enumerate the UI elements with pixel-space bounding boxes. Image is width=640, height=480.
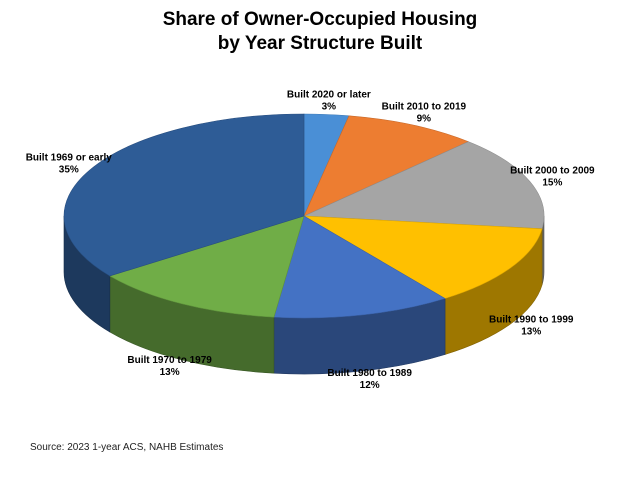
pie-slice-built-2010-to-2019: [303, 115, 470, 217]
slice-value-built-2020-or-later: 3%: [322, 102, 337, 113]
pie-slice-built-1969-or-early: [63, 113, 305, 277]
slice-label-built-1970-to-1979: Built 1970 to 1979: [127, 355, 212, 366]
pie-slice-built-1970-to-1979: [109, 215, 305, 318]
slice-value-built-1990-to-1999: 13%: [521, 326, 541, 337]
chart-title: Share of Owner-Occupied Housing by Year …: [0, 8, 640, 56]
slice-value-built-1980-to-1989: 12%: [360, 380, 380, 391]
slice-label-built-2000-to-2009: Built 2000 to 2009: [510, 166, 595, 177]
pie-slice-built-2000-to-2009: [303, 141, 545, 230]
chart-title-line-2: by Year Structure Built: [217, 33, 423, 54]
slice-label-built-1980-to-1989: Built 1980 to 1989: [327, 368, 412, 379]
slice-value-built-1969-or-early: 35%: [59, 164, 79, 175]
pie-slice-built-1980-to-1989: [273, 215, 446, 319]
slice-label-built-2010-to-2019: Built 2010 to 2019: [382, 102, 467, 113]
source-note: Source: 2023 1-year ACS, NAHB Estimates: [30, 442, 224, 453]
pie-slices: [63, 113, 545, 319]
slice-label-built-1969-or-early: Built 1969 or early: [26, 152, 113, 163]
chart-title-line-1: Share of Owner-Occupied Housing: [162, 9, 478, 30]
slice-value-built-1970-to-1979: 13%: [160, 367, 180, 378]
slice-value-built-2010-to-2019: 9%: [417, 114, 432, 125]
slice-label-built-2020-or-later: Built 2020 or later: [287, 90, 371, 101]
pie-sides: [63, 215, 545, 375]
slice-value-built-2000-to-2009: 15%: [542, 178, 562, 189]
pie-slice-built-1990-to-1999: [303, 215, 543, 299]
slice-label-built-1990-to-1999: Built 1990 to 1999: [489, 314, 574, 325]
